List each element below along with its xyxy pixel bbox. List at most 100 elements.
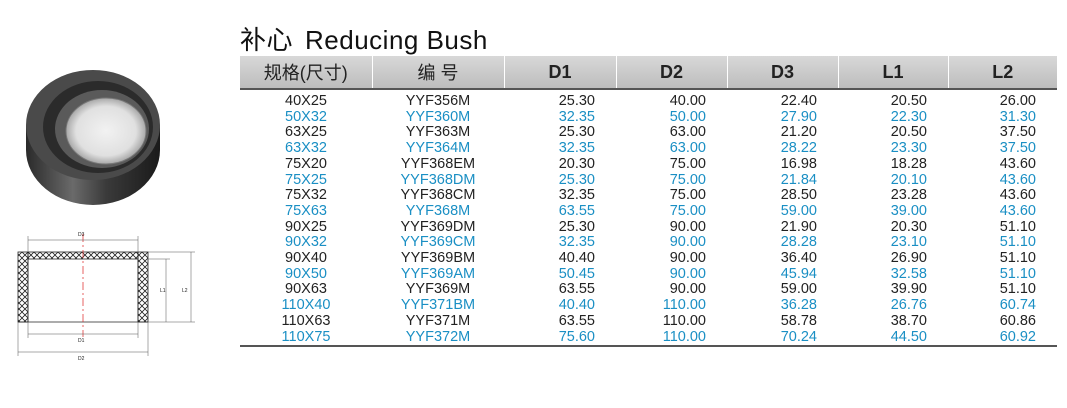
cell-l1: 26.90 [890, 251, 927, 267]
cell-code: YYF369BM [400, 251, 476, 267]
header-row: 规格(尺寸) 编 号 D1 D2 D3 L1 L2 [240, 56, 1057, 89]
label-d3: D3 [78, 232, 85, 238]
cell-l2: 60.74 [999, 298, 1036, 314]
cell-code: YYF368EM [400, 156, 476, 172]
cell-size: 110X75 [281, 329, 331, 345]
spec-table: 规格(尺寸) 编 号 D1 D2 D3 L1 L2 40X25 YYF356M 25… [240, 56, 1057, 350]
cell-d2: 75.00 [669, 172, 706, 188]
label-d2: D2 [78, 356, 85, 362]
header-d1: D1 [503, 56, 616, 89]
cell-d2: 63.00 [669, 125, 706, 141]
cell-l1: 26.76 [890, 298, 927, 314]
cell-l1: 44.50 [890, 329, 927, 345]
cell-d3: 58.78 [780, 313, 817, 329]
cell-code: YYF371BM [400, 298, 476, 314]
table-row: 75X25 YYF368DM 25.30 75.00 21.84 20.10 43.60 [240, 173, 1057, 189]
cell-d1: 63.55 [558, 203, 595, 219]
cell-l1: 20.50 [890, 93, 927, 109]
cell-size: 90X40 [285, 251, 327, 267]
cell-size: 90X25 [285, 219, 327, 235]
table-row: 90X50 YYF369AM 50.45 90.00 45.94 32.58 51.10 [240, 267, 1057, 283]
header-l1: L1 [837, 56, 948, 89]
cell-d2: 75.00 [669, 156, 706, 172]
cell-l1: 23.30 [890, 141, 927, 157]
label-l2: L2 [182, 288, 188, 294]
cell-code: YYF368M [405, 203, 471, 219]
cell-d2: 40.00 [669, 93, 706, 109]
table-row: 90X32 YYF369CM 32.35 90.00 28.28 23.10 51.10 [240, 235, 1057, 251]
page-title: 补心 Reducing Bush [240, 20, 488, 57]
cell-d3: 16.98 [780, 156, 817, 172]
table-row: 63X25 YYF363M 25.30 63.00 21.20 20.50 37.50 [240, 125, 1057, 141]
cell-l2: 37.50 [999, 125, 1036, 141]
cell-l2: 43.60 [999, 188, 1036, 204]
table-row: 75X32 YYF368CM 32.35 75.00 28.50 23.28 43.60 [240, 188, 1057, 204]
cell-d3: 21.20 [780, 125, 817, 141]
cell-d1: 50.45 [558, 266, 595, 282]
table-row: 110X63 YYF371M 63.55 110.00 58.78 38.70 60.86 [240, 314, 1057, 330]
table-row: 110X75 YYF372M 75.60 110.00 70.24 44.50 60.92 [240, 330, 1057, 347]
cell-d1: 32.35 [558, 109, 595, 125]
cell-l2: 43.60 [999, 156, 1036, 172]
cell-l2: 51.10 [999, 251, 1036, 267]
cell-l1: 20.10 [890, 172, 927, 188]
label-l1: L1 [160, 288, 166, 294]
cell-l1: 38.70 [890, 313, 927, 329]
cell-l2: 43.60 [999, 203, 1036, 219]
cell-d2: 75.00 [669, 203, 706, 219]
cell-d2: 110.00 [662, 298, 706, 314]
cell-size: 75X63 [285, 203, 327, 219]
header-l2: L2 [947, 56, 1057, 89]
cell-d2: 50.00 [669, 109, 706, 125]
cell-d1: 25.30 [558, 172, 595, 188]
title-chinese: 补心 [240, 25, 294, 55]
cell-l1: 20.50 [890, 125, 927, 141]
cell-d3: 59.00 [780, 282, 817, 298]
cell-d2: 90.00 [669, 251, 706, 267]
cell-d1: 25.30 [558, 93, 595, 109]
cell-code: YYF372M [405, 329, 471, 345]
cell-l2: 31.30 [999, 109, 1036, 125]
cell-d1: 75.60 [558, 329, 595, 345]
cell-l1: 20.30 [890, 219, 927, 235]
table-bottom-rule [240, 345, 1057, 350]
header-d3: D3 [726, 56, 838, 89]
cell-size: 90X63 [285, 282, 327, 298]
cell-d2: 90.00 [669, 235, 706, 251]
table-row: 90X63 YYF369M 63.55 90.00 59.00 39.90 51.10 [240, 282, 1057, 298]
cell-l1: 39.00 [890, 203, 927, 219]
cell-d1: 32.35 [558, 141, 595, 157]
cell-l1: 32.58 [890, 266, 927, 282]
cell-code: YYF371M [405, 313, 471, 329]
cell-l1: 22.30 [890, 109, 927, 125]
cell-d3: 28.28 [780, 235, 817, 251]
header-code: 编 号 [371, 56, 504, 89]
cell-l2: 51.10 [999, 219, 1036, 235]
cell-d2: 90.00 [669, 282, 706, 298]
cell-d3: 36.28 [780, 298, 817, 314]
header-d2: D2 [615, 56, 727, 89]
cell-d3: 36.40 [780, 251, 817, 267]
cell-l2: 51.10 [999, 266, 1036, 282]
cell-code: YYF368DM [400, 172, 476, 188]
table-row: 90X40 YYF369BM 40.40 90.00 36.40 26.90 51.10 [240, 251, 1057, 267]
cell-l1: 23.28 [890, 188, 927, 204]
cell-d3: 28.50 [780, 188, 817, 204]
cell-d1: 32.35 [558, 235, 595, 251]
cell-d1: 20.30 [558, 156, 595, 172]
header-size: 规格(尺寸) [240, 56, 372, 89]
table-row: 63X32 YYF364M 32.35 63.00 28.22 23.30 37.50 [240, 141, 1057, 157]
cell-l2: 26.00 [999, 93, 1036, 109]
cell-code: YYF363M [405, 125, 471, 141]
cell-size: 90X32 [285, 235, 327, 251]
cell-code: YYF368CM [400, 188, 476, 204]
cell-d3: 70.24 [780, 329, 817, 345]
cell-size: 50X32 [285, 109, 327, 125]
cell-d3: 22.40 [780, 93, 817, 109]
cell-d1: 40.40 [558, 251, 595, 267]
table-row: 75X63 YYF368M 63.55 75.00 59.00 39.00 43.60 [240, 204, 1057, 220]
cell-d2: 110.00 [662, 329, 706, 345]
cell-size: 75X25 [285, 172, 327, 188]
cell-l1: 39.90 [890, 282, 927, 298]
cell-size: 75X32 [285, 188, 327, 204]
